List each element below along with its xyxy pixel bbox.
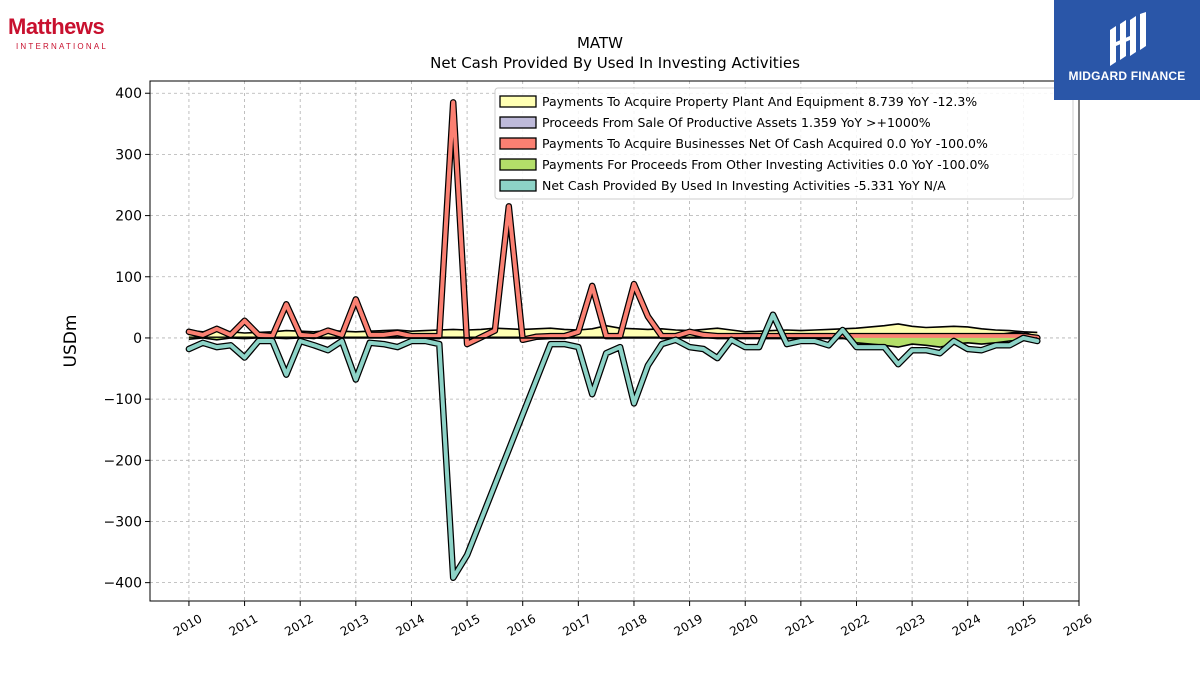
series-line (186, 312, 1040, 580)
legend-label: Payments For Proceeds From Other Investi… (542, 157, 989, 172)
series-3 (185, 99, 1041, 348)
x-tick-label: 2015 (449, 611, 482, 638)
midgard-finance-logo: MIDGARD FINANCE (1054, 0, 1200, 100)
legend-swatch (499, 116, 537, 129)
x-tick-label: 2010 (171, 611, 204, 638)
x-tick-label: 2017 (560, 611, 593, 638)
x-tick-label: 2018 (616, 611, 649, 638)
x-tick-label: 2024 (950, 611, 983, 638)
midgard-logo-icon (1110, 12, 1146, 66)
y-tick-label: −200 (104, 453, 142, 469)
y-axis-label: USDm (61, 315, 81, 368)
x-tick-label: 2012 (282, 611, 315, 638)
x-tick-label: 2019 (672, 611, 705, 638)
chart-title: MATW (577, 34, 623, 52)
y-tick-label: −300 (104, 514, 142, 530)
matthews-logo-brand: Matthews (8, 14, 105, 39)
x-tick-label: 2023 (894, 611, 927, 638)
y-tick-label: 200 (115, 209, 142, 225)
x-tick-label: 2020 (727, 611, 760, 638)
x-tick-label: 2011 (227, 611, 260, 638)
legend-label: Net Cash Provided By Used In Investing A… (542, 178, 946, 193)
midgard-logo-name: MIDGARD FINANCE (1068, 69, 1186, 83)
series-line (188, 337, 1038, 348)
x-tick-label: 2021 (783, 611, 816, 638)
x-tick-label: 2026 (1061, 611, 1094, 638)
x-tick-label: 2013 (338, 611, 371, 638)
legend-item: Payments To Acquire Businesses Net Of Ca… (499, 136, 988, 151)
x-tick-label: 2016 (505, 611, 538, 638)
legend-swatch (499, 179, 537, 192)
legend-item: Payments For Proceeds From Other Investi… (499, 157, 989, 172)
legend-item: Proceeds From Sale Of Productive Assets … (499, 115, 931, 130)
matthews-logo-sub: INTERNATIONAL (16, 42, 109, 51)
legend-swatch (499, 137, 537, 150)
x-tick-label: 2022 (839, 611, 872, 638)
legend-item: Payments To Acquire Property Plant And E… (499, 94, 977, 109)
y-tick-label: 400 (115, 86, 142, 102)
legend-label: Proceeds From Sale Of Productive Assets … (542, 115, 931, 130)
x-tick-label: 2025 (1005, 611, 1038, 638)
series-5 (185, 311, 1041, 582)
y-tick-label: 300 (115, 147, 142, 163)
legend-label: Payments To Acquire Property Plant And E… (542, 94, 977, 109)
series-line (186, 100, 1040, 347)
y-tick-label: 100 (115, 270, 142, 286)
y-tick-label: 0 (133, 331, 142, 347)
legend-box (494, 87, 1074, 200)
legend-swatch (499, 95, 537, 108)
matthews-logo: Matthews INTERNATIONAL (8, 14, 109, 52)
y-tick-label: −100 (104, 392, 142, 408)
legend-item: Net Cash Provided By Used In Investing A… (499, 178, 946, 193)
x-tick-label: 2014 (394, 611, 427, 638)
plot-area (185, 99, 1041, 582)
legend: Payments To Acquire Property Plant And E… (494, 87, 1074, 200)
legend-swatch (499, 158, 537, 171)
y-tick-label: −400 (104, 576, 142, 592)
chart-subtitle: Net Cash Provided By Used In Investing A… (430, 54, 800, 72)
legend-label: Payments To Acquire Businesses Net Of Ca… (542, 136, 988, 151)
plot-frame (149, 80, 1080, 602)
